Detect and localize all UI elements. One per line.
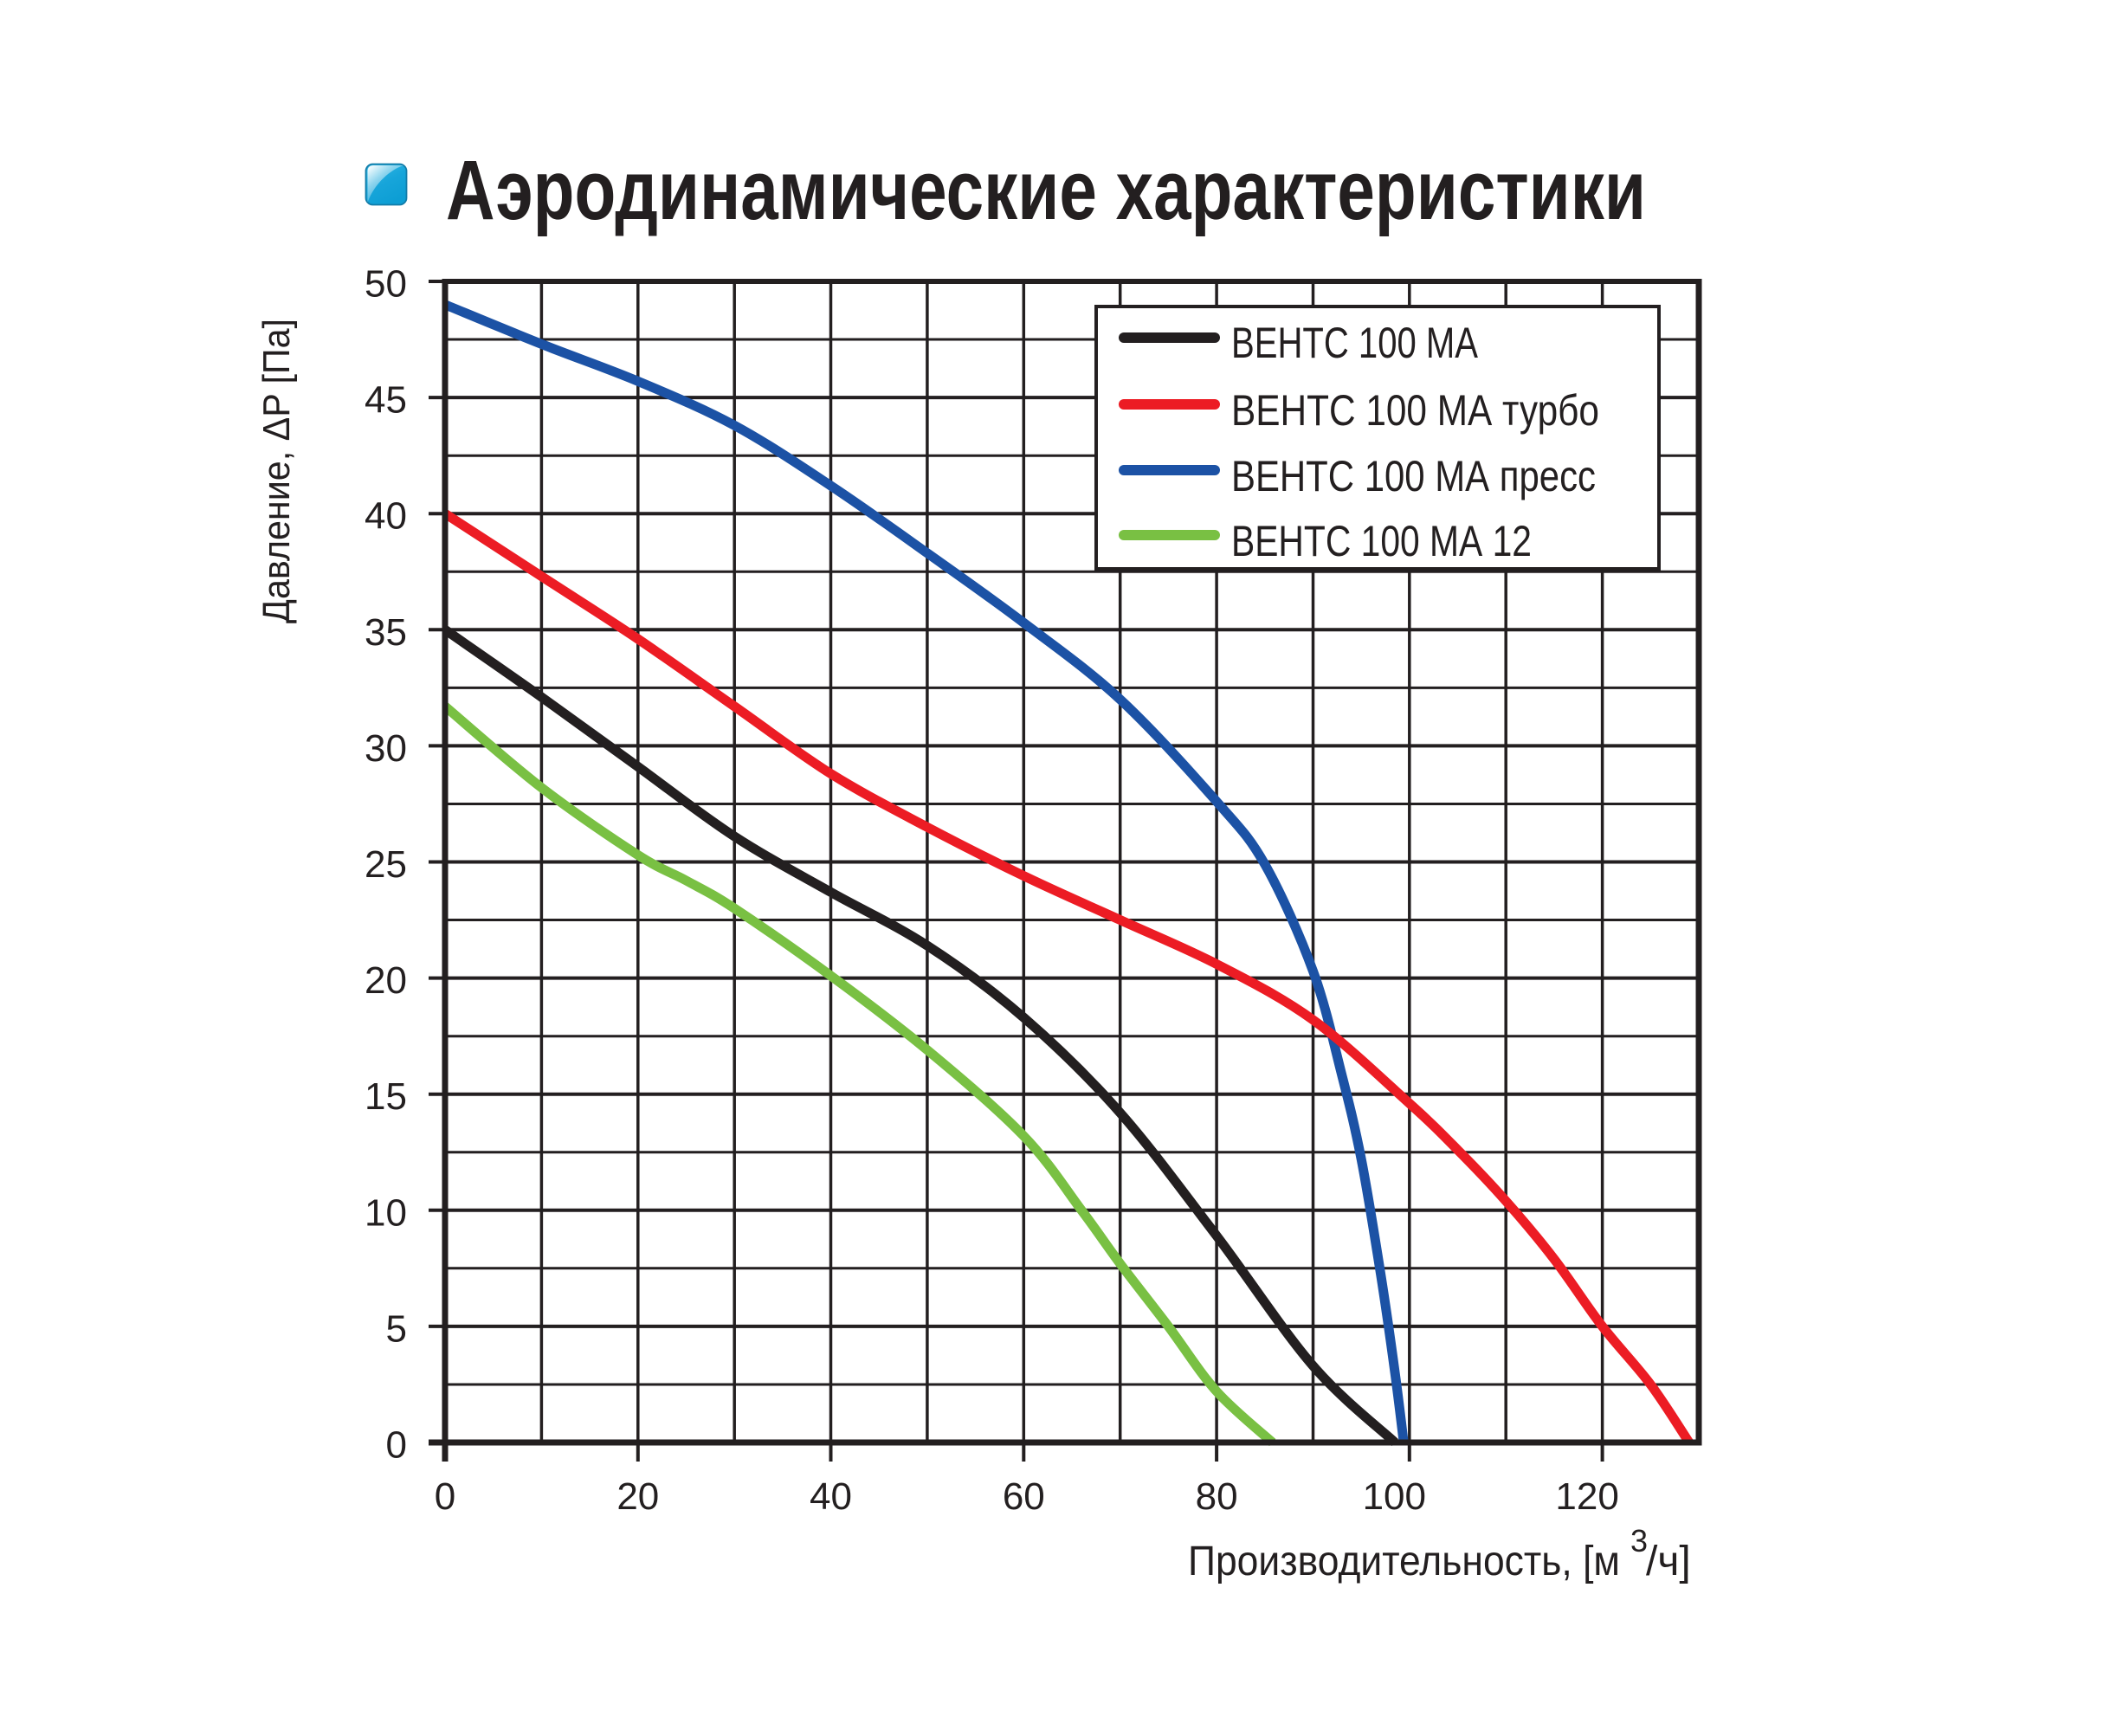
- svg-text:20: 20: [616, 1475, 659, 1518]
- svg-text:80: 80: [1196, 1475, 1238, 1518]
- svg-text:30: 30: [365, 727, 407, 770]
- svg-text:40: 40: [365, 495, 407, 538]
- svg-text:25: 25: [365, 843, 407, 886]
- svg-text:100: 100: [1363, 1475, 1426, 1518]
- svg-text:0: 0: [435, 1475, 455, 1518]
- svg-text:3: 3: [1630, 1523, 1648, 1559]
- svg-text:10: 10: [365, 1191, 407, 1234]
- svg-text:60: 60: [1003, 1475, 1045, 1518]
- svg-text:ВЕНТС 100 МА 12: ВЕНТС 100 МА 12: [1231, 517, 1532, 565]
- svg-text:120: 120: [1555, 1475, 1618, 1518]
- svg-text:ВЕНТС 100 МА пресс: ВЕНТС 100 МА пресс: [1231, 452, 1596, 500]
- svg-text:/ч]: /ч]: [1646, 1539, 1691, 1584]
- svg-text:35: 35: [365, 611, 407, 654]
- svg-text:ВЕНТС 100 МА турбо: ВЕНТС 100 МА турбо: [1231, 386, 1599, 435]
- svg-text:20: 20: [365, 959, 407, 1002]
- svg-text:Производительность, [м: Производительность, [м: [1188, 1539, 1620, 1584]
- svg-text:50: 50: [365, 263, 407, 306]
- svg-text:5: 5: [386, 1307, 407, 1350]
- svg-text:Аэродинамические характеристик: Аэродинамические характеристики: [446, 143, 1646, 237]
- svg-text:ВЕНТС 100 МА: ВЕНТС 100 МА: [1231, 319, 1479, 367]
- svg-text:40: 40: [810, 1475, 852, 1518]
- svg-text:45: 45: [365, 379, 407, 422]
- svg-text:Давление, ΔP [Па]: Давление, ΔP [Па]: [255, 319, 298, 623]
- svg-text:0: 0: [386, 1424, 407, 1467]
- svg-text:15: 15: [365, 1075, 407, 1118]
